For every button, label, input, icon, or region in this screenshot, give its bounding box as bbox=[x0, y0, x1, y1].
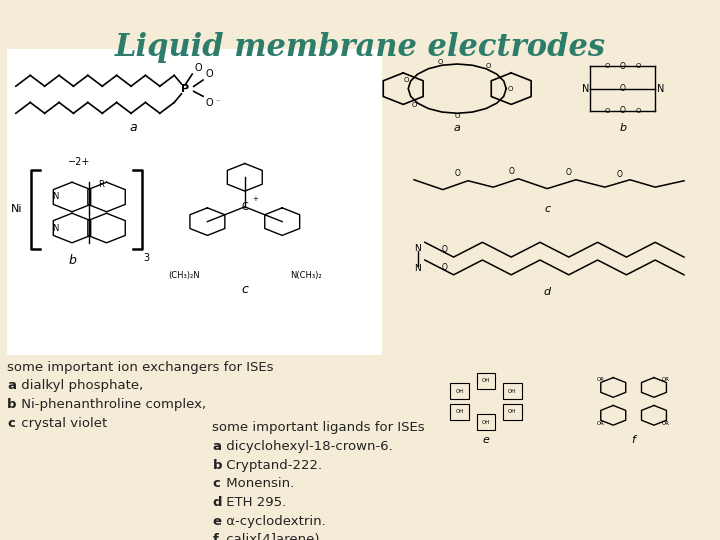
Text: P: P bbox=[181, 84, 189, 94]
Text: f: f bbox=[212, 534, 218, 540]
Text: OH: OH bbox=[482, 420, 490, 424]
Text: C: C bbox=[241, 202, 248, 212]
Text: O: O bbox=[620, 106, 626, 116]
Text: +: + bbox=[252, 196, 258, 202]
Text: O: O bbox=[620, 84, 626, 93]
Text: 3: 3 bbox=[143, 253, 149, 262]
Text: ETH 295.: ETH 295. bbox=[222, 496, 287, 509]
Text: O: O bbox=[438, 59, 444, 65]
Text: −2+: −2+ bbox=[68, 158, 91, 167]
Text: Ni-phenanthroline complex,: Ni-phenanthroline complex, bbox=[17, 398, 207, 411]
Bar bbox=[477, 414, 495, 430]
Text: N: N bbox=[582, 84, 589, 93]
Text: some important ligands for ISEs: some important ligands for ISEs bbox=[212, 421, 425, 434]
Text: O: O bbox=[442, 263, 448, 272]
Text: a: a bbox=[454, 123, 461, 132]
Text: b: b bbox=[619, 123, 626, 132]
Text: N: N bbox=[657, 84, 664, 93]
Text: Cryptand-222.: Cryptand-222. bbox=[222, 458, 323, 471]
Text: OR: OR bbox=[597, 421, 605, 426]
Text: O: O bbox=[411, 102, 417, 108]
Text: c: c bbox=[7, 417, 15, 430]
Text: O: O bbox=[454, 113, 460, 119]
Text: O: O bbox=[604, 64, 610, 70]
Text: OR: OR bbox=[597, 376, 605, 382]
Text: O: O bbox=[486, 63, 491, 69]
Text: N: N bbox=[53, 224, 58, 233]
Text: c: c bbox=[241, 283, 248, 296]
Text: O: O bbox=[454, 170, 460, 178]
Text: N(CH₃)₂: N(CH₃)₂ bbox=[290, 271, 322, 280]
Text: N: N bbox=[414, 244, 421, 253]
Text: O: O bbox=[508, 167, 514, 177]
Text: O: O bbox=[205, 98, 213, 108]
Text: O: O bbox=[205, 69, 213, 79]
FancyBboxPatch shape bbox=[7, 49, 382, 355]
Text: Liquid membrane electrodes: Liquid membrane electrodes bbox=[114, 32, 606, 63]
Text: O: O bbox=[508, 86, 513, 92]
Text: f: f bbox=[631, 435, 636, 445]
Text: N: N bbox=[414, 264, 421, 273]
Text: O: O bbox=[442, 245, 448, 254]
Text: OH: OH bbox=[456, 409, 464, 414]
Text: (CH₃)₂N: (CH₃)₂N bbox=[168, 271, 199, 280]
Text: some important ion exchangers for ISEs: some important ion exchangers for ISEs bbox=[7, 361, 274, 374]
Text: O: O bbox=[566, 168, 572, 177]
Bar bbox=[451, 404, 469, 420]
Text: dicyclohexyl-18-crown-6.: dicyclohexyl-18-crown-6. bbox=[222, 440, 393, 453]
Text: O: O bbox=[620, 62, 626, 71]
Text: c: c bbox=[212, 477, 220, 490]
Text: a: a bbox=[130, 120, 137, 133]
Text: crystal violet: crystal violet bbox=[17, 417, 107, 430]
Bar bbox=[451, 383, 469, 399]
Text: a: a bbox=[7, 379, 16, 392]
Text: α-cyclodextrin.: α-cyclodextrin. bbox=[222, 515, 326, 528]
Text: O: O bbox=[194, 63, 202, 73]
Text: b: b bbox=[212, 458, 222, 471]
Bar bbox=[503, 404, 521, 420]
Text: e: e bbox=[212, 515, 222, 528]
Bar bbox=[477, 373, 495, 389]
Text: O: O bbox=[604, 108, 610, 114]
Text: R: R bbox=[98, 180, 104, 189]
Text: d: d bbox=[544, 287, 551, 298]
Text: c: c bbox=[544, 204, 550, 214]
Text: OH: OH bbox=[508, 389, 516, 394]
Text: OH: OH bbox=[508, 409, 516, 414]
Text: b: b bbox=[68, 254, 76, 267]
Text: OH: OH bbox=[482, 378, 490, 383]
Text: OR: OR bbox=[662, 376, 670, 382]
Text: OR: OR bbox=[662, 421, 670, 426]
Text: dialkyl phosphate,: dialkyl phosphate, bbox=[17, 379, 143, 392]
Text: b: b bbox=[7, 398, 17, 411]
Text: O: O bbox=[616, 170, 622, 179]
Text: Ni: Ni bbox=[11, 204, 22, 214]
Text: O: O bbox=[636, 108, 642, 114]
Text: calix[4]arene): calix[4]arene) bbox=[222, 534, 320, 540]
Text: Monensin.: Monensin. bbox=[222, 477, 294, 490]
Text: d: d bbox=[212, 496, 222, 509]
Text: O: O bbox=[636, 64, 642, 70]
Text: O: O bbox=[404, 77, 409, 83]
Text: a: a bbox=[212, 440, 222, 453]
Text: OH: OH bbox=[456, 389, 464, 394]
Text: e: e bbox=[482, 435, 490, 445]
Text: N: N bbox=[53, 192, 58, 201]
Text: ⁻: ⁻ bbox=[215, 98, 220, 107]
Bar bbox=[503, 383, 521, 399]
